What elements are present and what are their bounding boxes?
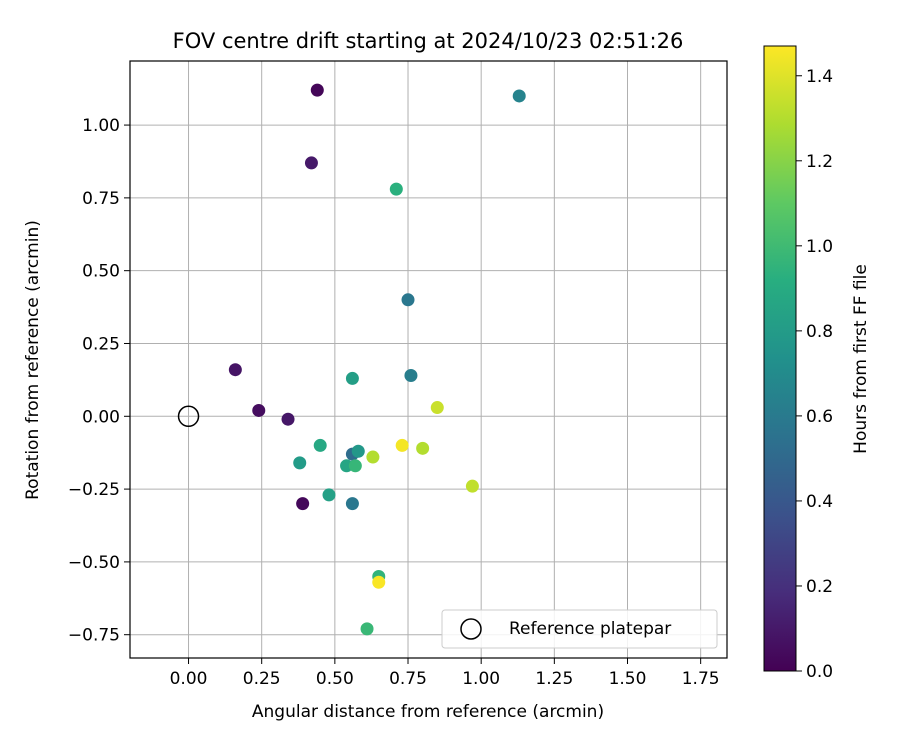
colorbar-label: Hours from first FF file <box>851 264 871 454</box>
colorbar-tick-label: 0.6 <box>806 407 833 427</box>
grid-lines <box>130 61 727 658</box>
data-points <box>228 83 526 636</box>
colorbar-tick-label: 0.2 <box>806 577 833 597</box>
x-tick-label: 0.75 <box>389 669 427 689</box>
legend-box <box>441 609 718 649</box>
data-point <box>389 182 403 196</box>
y-tick-label: −0.25 <box>68 480 120 500</box>
x-tick-label: 1.75 <box>682 669 720 689</box>
legend: Reference platepar <box>441 609 718 649</box>
colorbar-tick-label: 0.4 <box>806 492 833 512</box>
legend-reference-marker <box>460 618 482 640</box>
data-point <box>404 369 418 383</box>
colorbar-tick-label: 0.8 <box>806 322 833 342</box>
y-tick-label: 0.25 <box>82 334 120 354</box>
colorbar-ticks: 0.0 0.2 0.4 0.6 0.8 1.0 1.2 1.4 <box>796 67 833 682</box>
plot-frame <box>129 60 728 659</box>
data-point <box>348 459 362 473</box>
reference-marker <box>177 405 200 428</box>
x-tick-label: 1.25 <box>535 669 573 689</box>
x-tick-label: 0.50 <box>316 669 354 689</box>
colorbar-tick-label: 0.0 <box>806 662 833 682</box>
data-point <box>313 438 327 452</box>
x-axis-label: Angular distance from reference (arcmin) <box>252 702 604 722</box>
data-point <box>366 450 380 464</box>
chart-title: FOV centre drift starting at 2024/10/23 … <box>173 29 684 53</box>
data-point <box>293 456 307 470</box>
y-tick-label: 0.50 <box>82 262 120 282</box>
data-point <box>228 363 242 377</box>
data-point <box>296 497 310 511</box>
colorbar-tick-label: 1.2 <box>806 152 833 172</box>
y-axis-ticks: −0.75 −0.50 −0.25 0.00 0.25 0.50 0.75 1.00 <box>68 116 130 646</box>
data-point <box>401 293 415 307</box>
x-tick-label: 1.50 <box>609 669 647 689</box>
data-point <box>416 441 430 455</box>
data-point <box>281 412 295 426</box>
data-point <box>322 488 336 502</box>
data-point <box>372 575 386 589</box>
data-point <box>304 156 318 170</box>
data-point <box>351 444 365 458</box>
colorbar-tick-label: 1.4 <box>806 67 833 87</box>
data-point <box>512 89 526 103</box>
y-axis-label: Rotation from reference (arcmin) <box>23 220 43 500</box>
x-tick-label: 0.25 <box>243 669 281 689</box>
data-point <box>252 403 266 417</box>
colorbar-tick-label: 1.0 <box>806 237 833 257</box>
data-point <box>360 622 374 636</box>
data-point <box>430 401 444 415</box>
legend-entry-reference: Reference platepar <box>509 619 671 639</box>
x-tick-label: 0.00 <box>170 669 208 689</box>
data-point <box>345 497 359 511</box>
x-axis-ticks: 0.00 0.25 0.50 0.75 1.00 1.25 1.50 1.75 <box>170 658 720 689</box>
x-tick-label: 1.00 <box>462 669 500 689</box>
data-point <box>345 371 359 385</box>
y-tick-label: 1.00 <box>82 116 120 136</box>
reference-marker-layer <box>177 405 200 428</box>
data-point <box>310 83 324 97</box>
y-tick-label: −0.50 <box>68 553 120 573</box>
data-point <box>465 479 479 493</box>
data-point <box>395 438 409 452</box>
colorbar <box>763 45 797 672</box>
y-tick-label: 0.75 <box>82 189 120 209</box>
y-tick-label: −0.75 <box>68 626 120 646</box>
y-tick-label: 0.00 <box>82 407 120 427</box>
